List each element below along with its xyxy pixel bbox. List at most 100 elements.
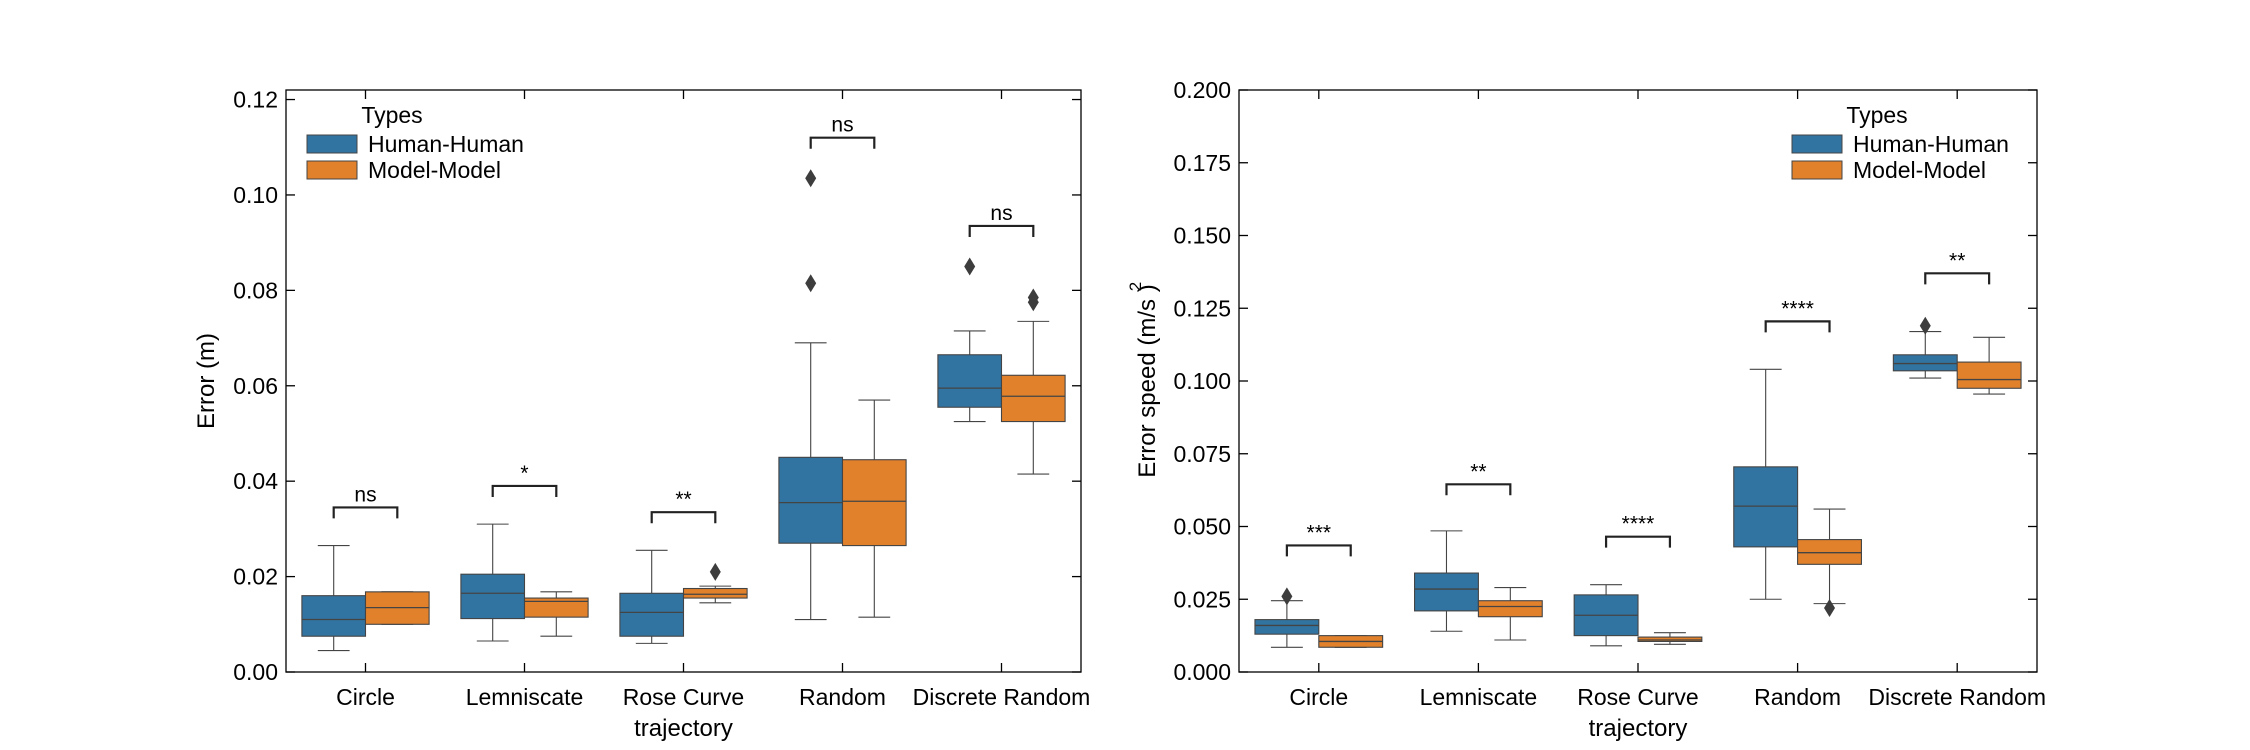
significance-label: **	[1470, 460, 1486, 483]
box-human-human-discrete-random	[937, 257, 1003, 423]
y-tick-label: 0.10	[233, 182, 278, 208]
significance-bracket	[1445, 483, 1512, 496]
y-tick-label: 0.175	[1173, 150, 1231, 176]
y-axis-label-superscript: 2	[1126, 282, 1145, 291]
x-tick-label: Random	[799, 684, 886, 710]
box-human-human-discrete-random	[1892, 316, 1958, 379]
x-tick-label: Rose Curve	[623, 684, 744, 710]
x-axis-label: trajectory	[1589, 715, 1688, 742]
box-model-model-discrete-random	[1956, 336, 2022, 395]
legend-swatch-model-model	[1791, 160, 1843, 180]
y-tick-label: 0.200	[1173, 77, 1231, 103]
box-iqr	[460, 573, 526, 620]
box-model-model-random	[1797, 508, 1862, 617]
legend-swatch-human-human	[306, 134, 358, 154]
outlier-point	[805, 169, 817, 188]
y-tick-label: 0.00	[233, 659, 278, 685]
significance-bracket	[1764, 320, 1831, 333]
outlier-point	[1027, 288, 1039, 307]
y-tick-label: 0.025	[1173, 586, 1231, 612]
outlier-point	[1824, 598, 1836, 617]
box-iqr	[682, 587, 748, 599]
y-tick-label: 0.100	[1173, 368, 1231, 394]
box-human-human-rose-curve	[1573, 584, 1639, 647]
y-tick-label: 0.06	[233, 373, 278, 399]
significance-label: ns	[831, 114, 853, 137]
legend-title: Types	[361, 102, 422, 128]
x-tick-label: Lemniscate	[466, 684, 584, 710]
box-model-model-rose-curve	[682, 562, 748, 604]
outlier-point	[709, 562, 721, 581]
x-tick-label: Discrete Random	[913, 684, 1091, 710]
significance-label: ns	[354, 483, 376, 506]
box-iqr	[1892, 354, 1958, 372]
box-human-human-lemniscate	[460, 523, 526, 642]
significance-bracket	[1924, 272, 1991, 285]
box-human-human-random	[1733, 368, 1799, 600]
outlier-point	[964, 257, 976, 276]
significance-label: **	[1949, 249, 1965, 272]
y-axis-label: Error (m)	[193, 333, 220, 429]
significance-bracket	[332, 506, 399, 519]
significance-label: **	[675, 488, 691, 511]
box-model-model-rose-curve	[1637, 632, 1703, 645]
legend-label: Human-Human	[368, 131, 524, 157]
legend-label: Model-Model	[1853, 157, 1986, 183]
box-iqr	[1414, 572, 1479, 612]
outlier-point	[1281, 587, 1293, 606]
box-model-model-lemniscate	[523, 591, 589, 637]
y-tick-label: 0.075	[1173, 441, 1231, 467]
significance-label: ns	[990, 202, 1012, 225]
box-human-human-random	[778, 169, 844, 621]
box-model-model-lemniscate	[1477, 587, 1543, 641]
chart-panel-error: 0.00 0.02 0.04 0.06 0.08 0.10 0.12 Circle Lemnis…	[193, 87, 1090, 742]
x-tick-label: Random	[1754, 684, 1841, 710]
y-axis-label: Error speed (m/s )	[1134, 284, 1161, 477]
box-iqr	[1477, 600, 1543, 618]
box-iqr	[619, 592, 685, 637]
x-tick-label: Circle	[1289, 684, 1348, 710]
significance-bracket	[1285, 544, 1352, 557]
significance-label: ****	[1781, 297, 1814, 320]
y-tick-label: 0.050	[1173, 514, 1231, 540]
box-model-model-circle	[1318, 635, 1384, 648]
significance-bracket	[1604, 535, 1672, 548]
significance-label: *	[520, 462, 528, 485]
box-iqr	[778, 456, 844, 544]
box-iqr	[1637, 636, 1703, 642]
box-iqr	[937, 354, 1003, 408]
y-tick-label: 0.150	[1173, 223, 1231, 249]
x-tick-label: Circle	[336, 684, 395, 710]
box-iqr	[1254, 619, 1320, 635]
significance-label: ***	[1307, 521, 1332, 544]
x-tick-label: Rose Curve	[1577, 684, 1698, 710]
y-tick-label: 0.125	[1173, 295, 1231, 321]
legend-label: Model-Model	[368, 157, 501, 183]
box-model-model-circle	[364, 591, 430, 625]
significance-label: ****	[1622, 513, 1655, 536]
legend-label: Human-Human	[1853, 131, 2009, 157]
box-human-human-circle	[1254, 587, 1320, 648]
significance-bracket	[650, 511, 717, 524]
box-iqr	[1797, 539, 1862, 565]
significance-bracket	[968, 224, 1035, 237]
box-iqr	[1733, 466, 1799, 548]
legend-title: Types	[1846, 102, 1907, 128]
significance-bracket	[491, 484, 558, 497]
box-iqr	[841, 459, 907, 547]
legend-swatch-model-model	[306, 160, 358, 180]
chart-panel-error-speed: 0.000 0.025 0.050 0.075 0.100 0.125 0.150 0.175…	[1126, 77, 2046, 742]
y-tick-label: 0.02	[233, 564, 278, 590]
x-tick-label: Discrete Random	[1868, 684, 2046, 710]
box-model-model-random	[841, 399, 907, 618]
y-tick-label: 0.08	[233, 277, 278, 303]
box-iqr	[523, 597, 589, 618]
box-human-human-rose-curve	[619, 549, 685, 644]
box-iqr	[301, 595, 367, 637]
y-tick-label: 0.000	[1173, 659, 1231, 685]
box-model-model-discrete-random	[1000, 288, 1066, 475]
legend-swatch-human-human	[1791, 134, 1843, 154]
